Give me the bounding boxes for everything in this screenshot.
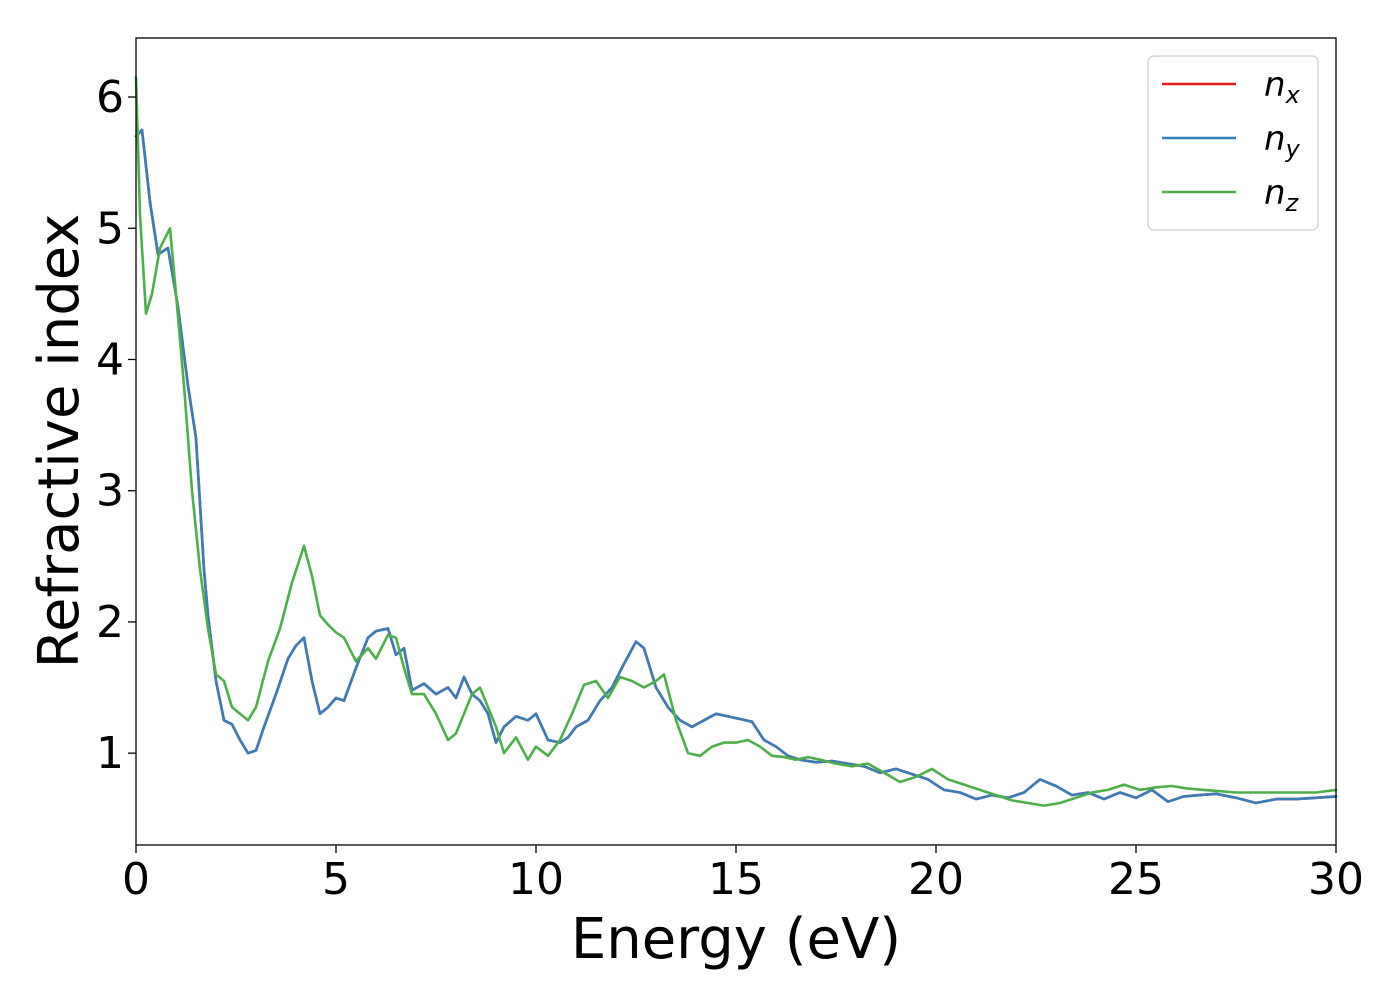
- x-tick-label: 10: [508, 854, 564, 905]
- y-axis: 1 2 3 4 5 6: [96, 72, 136, 779]
- series-line-ny: [134, 128, 1338, 805]
- legend-label-subscript: z: [1285, 189, 1300, 217]
- legend-box: [1147, 55, 1319, 231]
- x-axis: 0 5 10 15 20 25 30: [122, 845, 1364, 905]
- legend-label-nz: nz: [1264, 173, 1300, 217]
- x-tick-label: 25: [1108, 854, 1164, 905]
- legend-label-base: n: [1264, 173, 1286, 213]
- x-tick-label: 5: [322, 854, 350, 905]
- series-line-nz: [134, 76, 1338, 807]
- legend-label-subscript: x: [1285, 81, 1301, 109]
- legend-label-subscript: y: [1285, 135, 1301, 163]
- y-tick-label: 2: [96, 597, 124, 648]
- y-tick-label: 3: [96, 466, 124, 517]
- legend-label-nx: nx: [1264, 65, 1301, 109]
- y-tick-label: 1: [96, 728, 124, 779]
- plot-lines: [134, 76, 1338, 807]
- x-tick-label: 15: [708, 854, 764, 905]
- y-axis-label: Refractive index: [27, 214, 92, 669]
- x-tick-label: 0: [122, 854, 150, 905]
- legend-label-base: n: [1264, 119, 1286, 159]
- x-axis-label: Energy (eV): [571, 907, 901, 972]
- y-tick-label: 6: [96, 72, 124, 123]
- x-tick-label: 20: [908, 854, 964, 905]
- legend-label-base: n: [1264, 65, 1286, 105]
- legend-label-ny: ny: [1264, 119, 1301, 163]
- y-tick-label: 5: [96, 203, 124, 254]
- y-tick-label: 4: [96, 334, 124, 385]
- x-tick-label: 30: [1308, 854, 1364, 905]
